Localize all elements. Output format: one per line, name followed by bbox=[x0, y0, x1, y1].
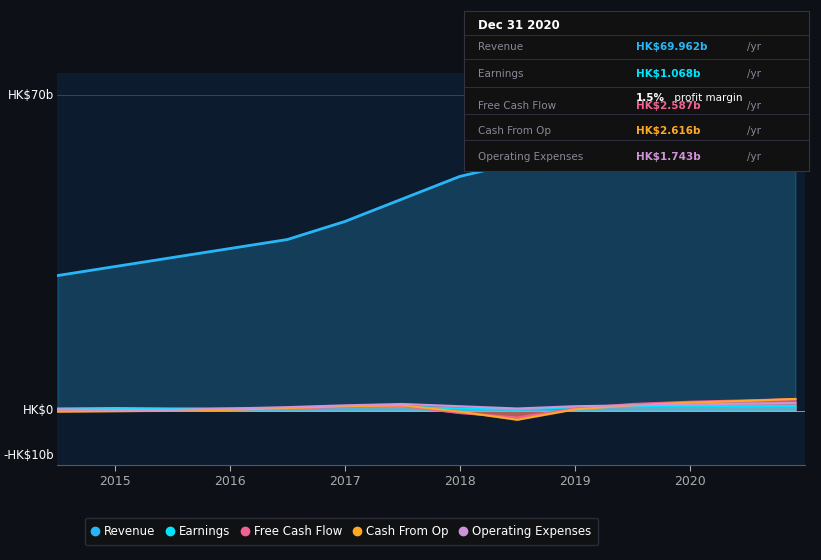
Text: /yr: /yr bbox=[746, 152, 760, 162]
Text: Revenue: Revenue bbox=[478, 41, 523, 52]
Text: profit margin: profit margin bbox=[671, 92, 742, 102]
Text: HK$1.068b: HK$1.068b bbox=[636, 69, 701, 80]
Text: Free Cash Flow: Free Cash Flow bbox=[478, 101, 556, 110]
Text: Cash From Op: Cash From Op bbox=[478, 126, 551, 136]
Text: 1.5%: 1.5% bbox=[636, 92, 665, 102]
Text: HK$1.743b: HK$1.743b bbox=[636, 152, 701, 162]
Text: Dec 31 2020: Dec 31 2020 bbox=[478, 19, 559, 32]
Text: Operating Expenses: Operating Expenses bbox=[478, 152, 583, 162]
Text: HK$70b: HK$70b bbox=[7, 89, 53, 102]
Text: /yr: /yr bbox=[746, 101, 760, 110]
Legend: Revenue, Earnings, Free Cash Flow, Cash From Op, Operating Expenses: Revenue, Earnings, Free Cash Flow, Cash … bbox=[85, 518, 598, 545]
Text: /yr: /yr bbox=[746, 126, 760, 136]
Text: HK$2.587b: HK$2.587b bbox=[636, 101, 701, 110]
Text: /yr: /yr bbox=[746, 69, 760, 80]
Text: /yr: /yr bbox=[746, 41, 760, 52]
Text: HK$2.616b: HK$2.616b bbox=[636, 126, 701, 136]
Text: Earnings: Earnings bbox=[478, 69, 523, 80]
Text: -HK$10b: -HK$10b bbox=[3, 449, 53, 463]
Text: HK$69.962b: HK$69.962b bbox=[636, 41, 708, 52]
Text: HK$0: HK$0 bbox=[22, 404, 53, 417]
